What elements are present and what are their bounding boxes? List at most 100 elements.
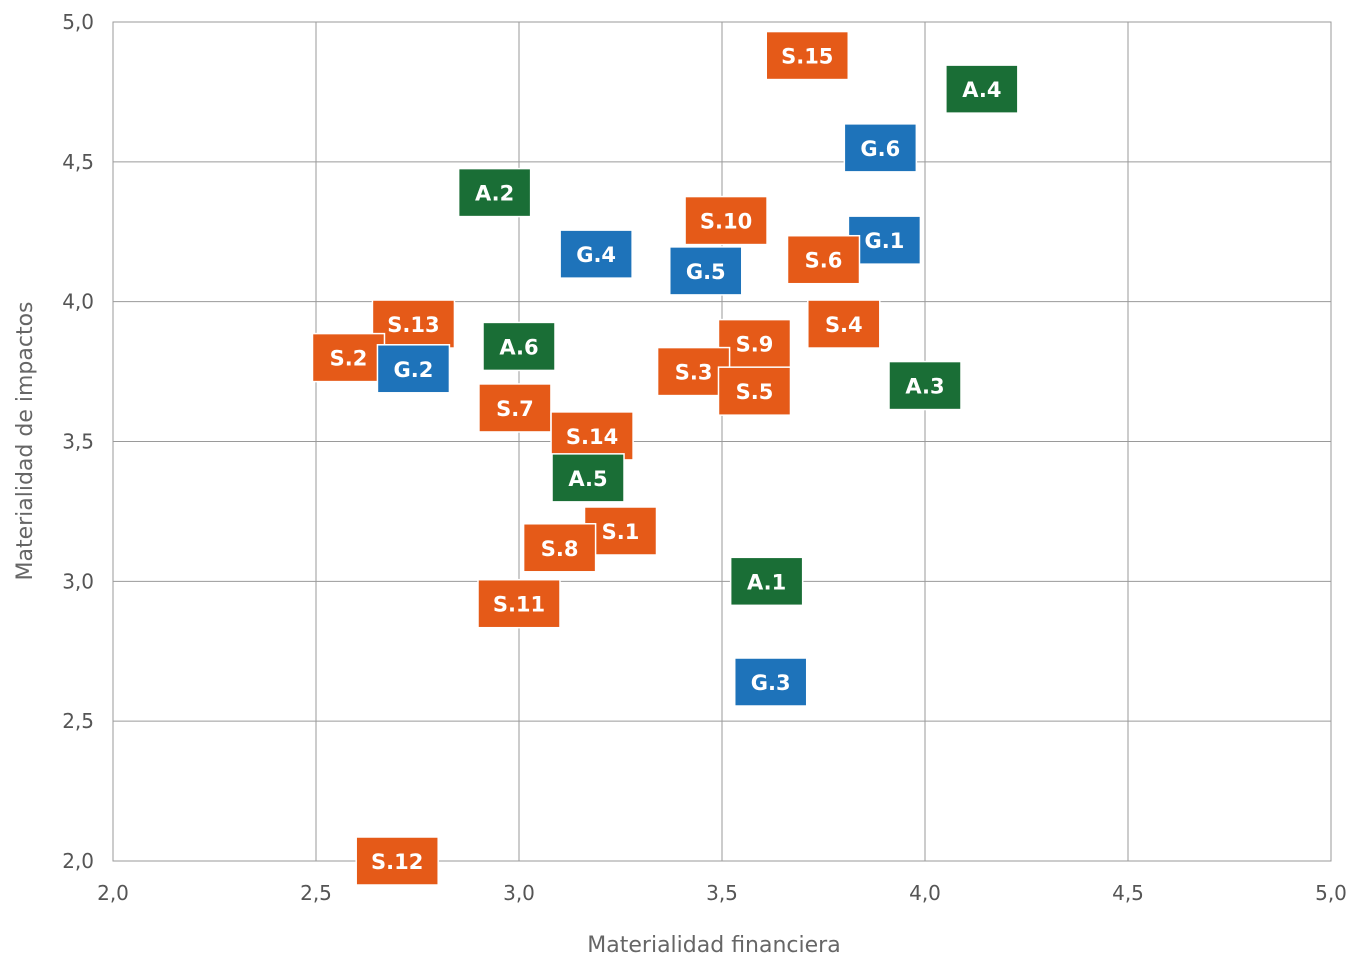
data-point-box <box>843 123 918 173</box>
y-tick-label: 4,5 <box>62 150 94 174</box>
data-point-label: S.11 <box>493 593 545 617</box>
data-point-box <box>551 453 625 503</box>
data-point-label: G.6 <box>860 137 900 161</box>
y-tick-label: 5,0 <box>62 10 94 34</box>
data-point-label: G.1 <box>864 229 904 253</box>
data-point-box <box>786 234 861 285</box>
data-point-s-14: S.14 <box>550 411 634 461</box>
data-point-label: S.14 <box>566 425 618 449</box>
x-tick-label: 4,0 <box>909 881 941 905</box>
data-point-box <box>376 344 451 394</box>
y-tick-label: 2,0 <box>62 849 94 873</box>
data-point-s-7: S.7 <box>478 383 552 433</box>
y-tick-label: 3,5 <box>62 430 94 454</box>
data-point-box <box>729 556 804 607</box>
data-point-label: S.8 <box>541 537 579 561</box>
data-point-box <box>717 318 792 369</box>
y-tick-label: 4,0 <box>62 290 94 314</box>
x-tick-label: 3,0 <box>503 881 535 905</box>
data-point-box <box>457 167 532 218</box>
x-tick-label: 3,5 <box>706 881 738 905</box>
data-point-box <box>559 229 633 279</box>
data-point-label: S.15 <box>781 45 833 69</box>
data-point-box <box>656 346 731 397</box>
data-point-label: G.5 <box>686 260 726 284</box>
data-point-label: S.7 <box>496 397 534 421</box>
data-point-label: A.5 <box>568 467 607 491</box>
data-point-s-3: S.3 <box>656 346 731 397</box>
data-point-label: S.3 <box>675 361 713 385</box>
data-point-s-11: S.11 <box>477 578 561 629</box>
data-point-s-9: S.9 <box>717 318 792 369</box>
data-point-label: S.10 <box>700 210 752 234</box>
data-point-label: S.5 <box>736 380 774 404</box>
data-point-box <box>669 246 743 296</box>
data-point-box <box>888 360 962 411</box>
data-point-a-6: A.6 <box>482 321 556 372</box>
data-point-s-6: S.6 <box>786 234 861 285</box>
data-point-box <box>807 299 881 349</box>
data-point-box <box>765 30 850 81</box>
data-point-a-2: A.2 <box>457 167 532 218</box>
data-point-label: S.2 <box>330 347 368 371</box>
data-point-s-1: S.1 <box>583 506 658 556</box>
data-point-s-8: S.8 <box>522 523 597 573</box>
y-tick-label: 3,0 <box>62 569 94 593</box>
x-tick-label: 2,5 <box>300 881 332 905</box>
data-point-label: A.1 <box>747 570 786 594</box>
data-point-box <box>477 578 561 629</box>
data-point-box <box>482 321 556 372</box>
data-point-g-2: G.2 <box>376 344 451 394</box>
data-point-box <box>550 411 634 461</box>
data-point-s-4: S.4 <box>807 299 881 349</box>
data-point-a-4: A.4 <box>945 64 1019 114</box>
data-point-label: A.3 <box>905 375 944 399</box>
data-point-box <box>522 523 597 573</box>
data-point-g-3: G.3 <box>733 657 808 707</box>
axis-layer: 2,0 2,5 3,0 3,5 4,0 4,5 5,0 2,0 2,5 3,0 3,5 4,0 4,5 5… <box>62 10 1347 905</box>
y-axis-title: Materialidad de impactos <box>13 301 38 580</box>
data-point-s-5: S.5 <box>717 366 792 416</box>
data-point-label: A.6 <box>499 335 538 359</box>
data-point-label: A.4 <box>962 78 1001 102</box>
plot-frame <box>112 21 1332 862</box>
data-point-s-13: S.13 <box>371 299 456 349</box>
grid-layer <box>112 21 1332 862</box>
y-tick-label: 2,5 <box>62 709 94 733</box>
data-point-box <box>371 299 456 349</box>
x-tick-label: 4,5 <box>1112 881 1144 905</box>
x-tick-label: 5,0 <box>1315 881 1347 905</box>
data-point-label: G.3 <box>751 671 791 695</box>
data-point-box <box>684 195 768 246</box>
data-point-label: S.9 <box>736 333 774 357</box>
data-point-box <box>478 383 552 433</box>
data-point-box <box>355 836 439 886</box>
data-point-a-3: A.3 <box>888 360 962 411</box>
data-point-box <box>583 506 658 556</box>
data-point-g-1: G.1 <box>847 215 922 265</box>
data-point-label: S.4 <box>825 313 863 337</box>
points-layer: S.15 A.4 G.6 A.2 S.10 G.1 G.4 S.6 G.5 S.4 S.13 S.9 A… <box>311 30 1019 886</box>
data-point-label: S.13 <box>387 313 439 337</box>
data-point-g-5: G.5 <box>669 246 743 296</box>
data-point-g-6: G.6 <box>843 123 918 173</box>
data-point-a-5: A.5 <box>551 453 625 503</box>
data-point-g-4: G.4 <box>559 229 633 279</box>
data-point-box <box>847 215 922 265</box>
data-point-label: S.1 <box>602 520 640 544</box>
data-point-label: S.6 <box>805 249 843 273</box>
data-point-box <box>945 64 1019 114</box>
data-point-s-2: S.2 <box>311 332 386 383</box>
x-tick-label: 2,0 <box>97 881 129 905</box>
data-point-a-1: A.1 <box>729 556 804 607</box>
x-axis-title: Materialidad financiera <box>587 933 840 957</box>
data-point-label: G.4 <box>576 243 616 267</box>
data-point-label: S.12 <box>371 850 423 874</box>
data-point-s-15: S.15 <box>765 30 850 81</box>
data-point-label: G.2 <box>394 358 434 382</box>
data-point-s-12: S.12 <box>355 836 439 886</box>
data-point-label: A.2 <box>475 182 514 206</box>
data-point-box <box>733 657 808 707</box>
